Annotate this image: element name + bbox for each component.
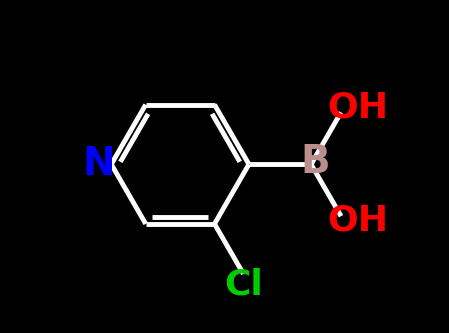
Text: N: N [83, 145, 115, 183]
Text: B: B [301, 143, 330, 181]
Text: OH: OH [327, 91, 388, 125]
Text: OH: OH [327, 204, 388, 238]
Text: Cl: Cl [224, 268, 263, 302]
